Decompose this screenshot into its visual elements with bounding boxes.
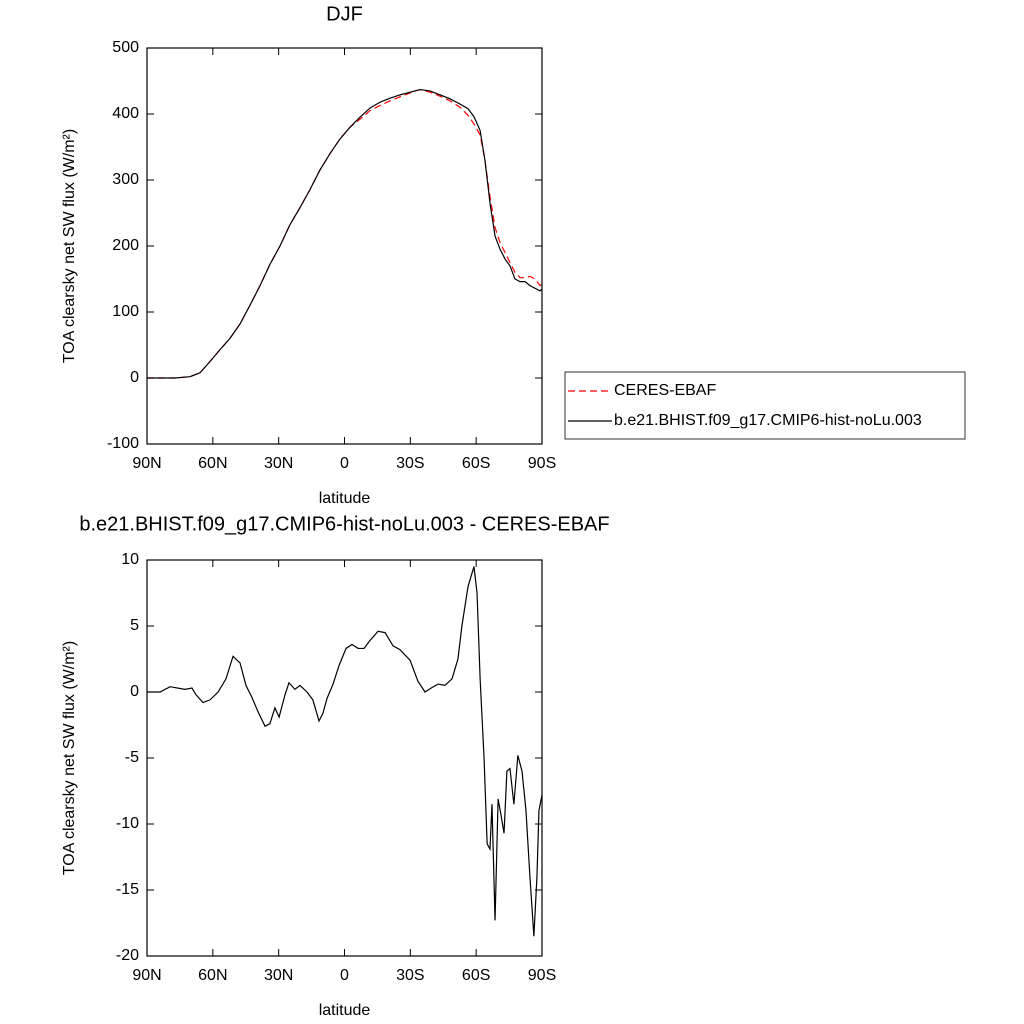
x-tick-label: 0 — [340, 967, 349, 984]
x-tick-label: 90N — [132, 967, 161, 984]
x-tick-label: 90S — [528, 967, 556, 984]
x-tick-label: 30N — [264, 967, 293, 984]
y-tick-label: -15 — [116, 881, 139, 898]
y-tick-label: 100 — [112, 303, 139, 320]
x-tick-label: 90S — [528, 455, 556, 472]
y-axis-label: TOA clearsky net SW flux (W/m²) — [61, 129, 78, 363]
x-tick-label: 30S — [396, 967, 424, 984]
chart-title: b.e21.BHIST.f09_g17.CMIP6-hist-noLu.003 … — [79, 513, 609, 535]
y-tick-label: 500 — [112, 39, 139, 56]
x-tick-label: 30N — [264, 455, 293, 472]
x-axis-label: latitude — [319, 1002, 371, 1019]
y-axis-label: TOA clearsky net SW flux (W/m²) — [61, 641, 78, 875]
plot-frame — [146, 559, 543, 957]
x-tick-label: 0 — [340, 455, 349, 472]
y-tick-label: 0 — [130, 683, 139, 700]
y-tick-label: 0 — [130, 369, 139, 386]
y-tick-label: -100 — [107, 435, 139, 452]
plot-frame — [146, 47, 543, 445]
x-tick-label: 60S — [462, 455, 490, 472]
x-tick-label: 60N — [198, 455, 227, 472]
series-line — [147, 88, 542, 379]
x-axis-label: latitude — [319, 490, 371, 507]
x-tick-label: 30S — [396, 455, 424, 472]
y-tick-label: -20 — [116, 947, 139, 964]
y-tick-label: -5 — [125, 749, 139, 766]
x-tick-label: 90N — [132, 455, 161, 472]
legend-label: b.e21.BHIST.f09_g17.CMIP6-hist-noLu.003 — [614, 412, 922, 429]
y-tick-label: -10 — [116, 815, 139, 832]
series-line — [147, 566, 542, 937]
legend-box — [564, 371, 966, 440]
y-tick-label: 200 — [112, 237, 139, 254]
y-tick-label: 300 — [112, 171, 139, 188]
legend-label: CERES-EBAF — [614, 382, 716, 399]
chart-title: DJF — [326, 3, 363, 25]
y-tick-label: 5 — [130, 617, 139, 634]
x-tick-label: 60N — [198, 967, 227, 984]
y-tick-label: 400 — [112, 105, 139, 122]
y-tick-label: 10 — [121, 551, 139, 568]
x-tick-label: 60S — [462, 967, 490, 984]
